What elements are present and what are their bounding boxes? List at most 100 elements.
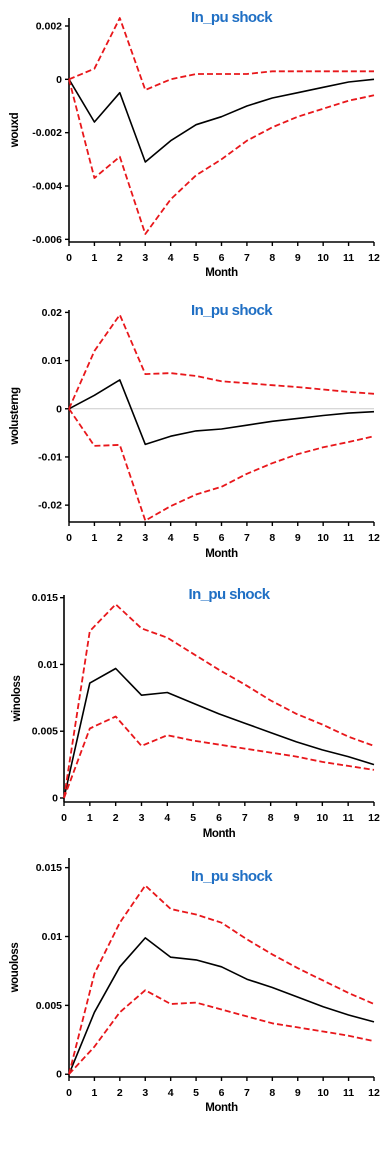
x-tick-label: 8 [269, 252, 275, 264]
x-tick-label: 9 [295, 1087, 301, 1099]
x-tick-label: 8 [269, 532, 275, 544]
confidence-band-lower-line [68, 989, 375, 1075]
x-tick-label: 1 [91, 1087, 97, 1099]
x-tick-label: 12 [368, 532, 380, 544]
x-tick-label: 5 [193, 252, 199, 264]
panel-title: In_pu shock [191, 868, 273, 885]
x-tick-label: 11 [343, 812, 354, 824]
x-tick-label: 5 [193, 1087, 199, 1099]
y-tick-label: 0 [56, 74, 62, 86]
x-tick-label: 10 [316, 812, 328, 824]
impulse-response-line [68, 379, 375, 446]
confidence-band-upper-line [63, 603, 375, 799]
y-tick-label: -0.006 [32, 234, 62, 246]
x-tick-label: 9 [295, 252, 301, 264]
x-tick-label: 5 [190, 812, 196, 824]
y-axis-label: winoloss [11, 675, 23, 722]
x-tick-label: 4 [164, 812, 170, 824]
y-axis-label: wouoloss [9, 943, 21, 994]
x-tick-label: 2 [117, 252, 123, 264]
y-axis-label: wolusterng [9, 387, 21, 446]
x-tick-label: 7 [244, 1087, 250, 1099]
impulse-response-line [63, 667, 375, 799]
x-tick-label: 12 [368, 252, 380, 264]
x-tick-label: 7 [244, 252, 250, 264]
y-tick-label: -0.02 [38, 500, 62, 512]
y-tick-label: 0 [56, 1069, 62, 1081]
x-axis-label: Month [205, 548, 238, 560]
x-tick-label: 8 [269, 1087, 275, 1099]
x-axis-label: Month [205, 267, 238, 279]
x-tick-label: 6 [216, 812, 222, 824]
x-tick-label: 1 [91, 252, 97, 264]
x-tick-label: 4 [168, 1087, 174, 1099]
x-axis-label: Month [203, 828, 236, 840]
y-tick-label: 0.01 [42, 355, 63, 367]
x-tick-label: 0 [66, 252, 72, 264]
y-axis-label: wouxd [9, 112, 21, 148]
confidence-band-lower-line [68, 79, 375, 235]
x-tick-label: 10 [317, 252, 329, 264]
y-tick-label: 0.005 [32, 726, 58, 738]
panel-title: In_pu shock [191, 9, 273, 26]
x-tick-label: 11 [343, 252, 354, 264]
x-tick-label: 10 [317, 532, 329, 544]
x-tick-label: 12 [368, 1087, 380, 1099]
y-tick-label: 0 [52, 792, 58, 804]
irf-panel-2: 0.020.010-0.01-0.020 1 2 3 4 5 6 7 8 9 10 11 12In_pu… [9, 302, 380, 560]
x-tick-label: 0 [66, 1087, 72, 1099]
x-tick-label: 9 [295, 532, 301, 544]
confidence-band-upper-line [68, 17, 374, 91]
y-tick-label: 0.01 [38, 659, 59, 671]
y-tick-label: 0 [56, 403, 62, 415]
y-tick-label: -0.01 [38, 451, 62, 463]
x-tick-label: 3 [142, 532, 148, 544]
x-tick-label: 8 [268, 812, 274, 824]
y-tick-label: 0.01 [42, 931, 63, 943]
x-tick-label: 1 [91, 532, 97, 544]
impulse-response-line [68, 78, 375, 163]
x-tick-label: 3 [142, 1087, 148, 1099]
x-tick-label: 7 [242, 812, 248, 824]
x-tick-label: 6 [219, 252, 225, 264]
y-tick-label: -0.002 [32, 127, 62, 139]
panel-title: In_pu shock [189, 586, 271, 603]
confidence-band-upper-line [68, 313, 375, 410]
x-tick-label: 0 [66, 532, 72, 544]
y-tick-label: -0.004 [32, 181, 62, 193]
x-tick-label: 3 [139, 812, 145, 824]
impulse-response-line [68, 937, 375, 1075]
confidence-band-lower-line [68, 408, 375, 522]
x-tick-label: 2 [117, 532, 123, 544]
x-tick-label: 9 [294, 812, 300, 824]
x-tick-label: 7 [244, 532, 250, 544]
panel-title: In_pu shock [191, 302, 273, 319]
x-tick-label: 4 [168, 532, 174, 544]
x-tick-label: 2 [113, 812, 119, 824]
x-tick-label: 6 [219, 1087, 225, 1099]
x-tick-label: 12 [368, 812, 380, 824]
x-tick-label: 10 [317, 1087, 329, 1099]
x-tick-label: 11 [343, 1087, 354, 1099]
x-tick-label: 5 [193, 532, 199, 544]
confidence-band-upper-line [68, 884, 375, 1075]
y-tick-label: 0.02 [42, 307, 63, 319]
x-tick-label: 1 [87, 812, 93, 824]
x-tick-label: 11 [343, 532, 354, 544]
y-tick-label: 0.015 [36, 862, 62, 874]
x-tick-label: 3 [142, 252, 148, 264]
y-tick-label: 0.005 [36, 1000, 62, 1012]
confidence-band-lower-line [63, 715, 375, 799]
y-tick-label: 0.002 [36, 21, 62, 33]
x-tick-label: 0 [61, 812, 67, 824]
x-tick-label: 6 [219, 532, 225, 544]
y-tick-label: 0.015 [32, 592, 58, 604]
x-tick-label: 4 [168, 252, 174, 264]
x-tick-label: 2 [117, 1087, 123, 1099]
x-axis-label: Month [205, 1102, 238, 1114]
